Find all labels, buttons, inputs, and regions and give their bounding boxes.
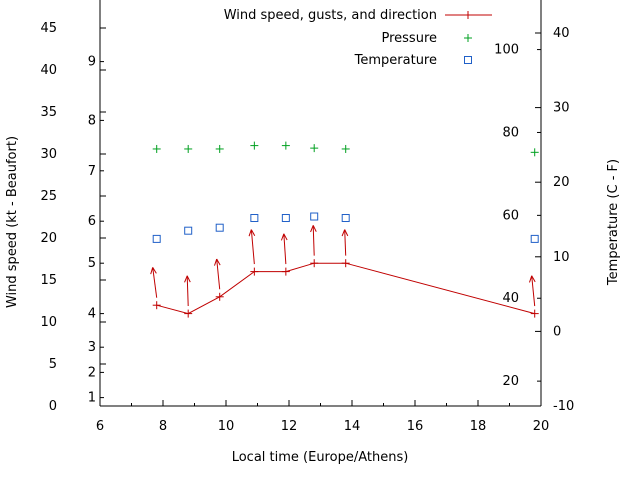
beaufort-tick-label: 8 bbox=[88, 113, 96, 128]
x-tick-label: 18 bbox=[470, 419, 487, 434]
kt-tick-label: 20 bbox=[40, 231, 57, 246]
y-right-axis-title: Temperature (C - F) bbox=[606, 159, 621, 286]
temperature-point bbox=[184, 226, 193, 235]
celsius-tick-label: 0 bbox=[553, 324, 561, 339]
fahrenheit-tick-label: 20 bbox=[502, 374, 519, 389]
temperature-point bbox=[281, 214, 290, 223]
celsius-tick-label: 20 bbox=[553, 175, 570, 190]
gust-arrow-head bbox=[344, 229, 349, 237]
kt-tick-label: 0 bbox=[49, 399, 57, 414]
gust-arrow bbox=[283, 233, 287, 265]
celsius-tick-label: 40 bbox=[553, 26, 570, 41]
gust-arrow bbox=[250, 229, 255, 265]
gust-arrow-head bbox=[312, 225, 317, 232]
beaufort-tick-label: 6 bbox=[88, 214, 96, 229]
gust-arrow-head bbox=[280, 233, 285, 241]
beaufort-tick-label: 2 bbox=[88, 365, 96, 380]
gust-arrow-head bbox=[248, 229, 252, 237]
x-tick-label: 6 bbox=[96, 419, 104, 434]
gust-arrow-head bbox=[341, 229, 346, 237]
temperature-point bbox=[341, 214, 350, 223]
gust-arrow-head bbox=[214, 258, 218, 266]
x-tick-label: 20 bbox=[533, 419, 550, 434]
gust-arrow bbox=[216, 258, 221, 290]
kt-tick-label: 30 bbox=[40, 147, 57, 162]
kt-tick-label: 40 bbox=[40, 63, 57, 78]
gust-arrow bbox=[186, 275, 189, 307]
celsius-tick-label: 30 bbox=[553, 101, 570, 116]
fahrenheit-tick-label: 80 bbox=[502, 125, 519, 140]
data-series bbox=[150, 141, 539, 318]
gust-arrow-head bbox=[529, 275, 533, 283]
gust-arrow bbox=[312, 225, 315, 256]
temperature-point bbox=[310, 212, 319, 221]
kt-tick-label: 5 bbox=[49, 357, 57, 372]
beaufort-tick-label: 1 bbox=[88, 391, 96, 406]
beaufort-tick-label: 5 bbox=[88, 256, 96, 271]
legend-label-temperature: Temperature bbox=[354, 53, 437, 68]
fahrenheit-tick-label: 40 bbox=[502, 291, 519, 306]
x-tick-label: 10 bbox=[218, 419, 235, 434]
kt-tick-label: 35 bbox=[40, 105, 57, 120]
gust-arrow-head bbox=[250, 229, 256, 236]
gust-arrow-head bbox=[310, 225, 314, 233]
celsius-tick-label: 10 bbox=[553, 250, 570, 265]
axes: 6 8 10 12 14 16 18 2005101520253035404512345678… bbox=[40, 0, 574, 434]
legend-temperature-sample-marker bbox=[464, 56, 472, 64]
gust-arrow bbox=[344, 229, 347, 256]
x-axis-title: Local time (Europe/Athens) bbox=[232, 450, 409, 465]
y-left-axis-title: Wind speed (kt - Beaufort) bbox=[5, 136, 20, 308]
gust-arrow-head bbox=[283, 233, 288, 241]
x-tick-label: 16 bbox=[407, 419, 424, 434]
kt-tick-label: 15 bbox=[40, 273, 57, 288]
gust-arrow-head bbox=[184, 275, 188, 283]
gust-arrow bbox=[531, 275, 536, 307]
temperature-point bbox=[215, 223, 224, 232]
beaufort-tick-label: 7 bbox=[88, 164, 96, 179]
beaufort-tick-label: 9 bbox=[88, 55, 96, 70]
x-tick-label: 8 bbox=[159, 419, 167, 434]
fahrenheit-tick-label: 60 bbox=[502, 208, 519, 223]
legend-label-pressure: Pressure bbox=[381, 31, 437, 46]
temperature-point bbox=[250, 214, 259, 223]
legend: Wind speed, gusts, and direction Pressur… bbox=[224, 8, 492, 68]
beaufort-tick-label: 3 bbox=[88, 340, 96, 355]
temperature-point bbox=[530, 234, 539, 243]
beaufort-tick-label: 4 bbox=[88, 307, 96, 322]
gust-arrow-head bbox=[152, 267, 157, 274]
fahrenheit-tick-label: 100 bbox=[494, 43, 519, 58]
kt-tick-label: 25 bbox=[40, 189, 57, 204]
kt-tick-label: 45 bbox=[40, 21, 57, 36]
x-tick-label: 12 bbox=[281, 419, 298, 434]
legend-label-wind: Wind speed, gusts, and direction bbox=[224, 8, 437, 23]
gust-arrow bbox=[152, 267, 158, 298]
gust-arrow-head bbox=[216, 258, 221, 266]
gust-arrow-head bbox=[186, 275, 191, 283]
gust-arrow-head bbox=[150, 267, 154, 275]
gust-arrow-head bbox=[531, 275, 536, 283]
temperature-point bbox=[152, 234, 161, 243]
celsius-tick-label: -10 bbox=[553, 399, 574, 414]
x-tick-label: 14 bbox=[344, 419, 361, 434]
wind-speed-line bbox=[156, 262, 535, 315]
kt-tick-label: 10 bbox=[40, 315, 57, 330]
